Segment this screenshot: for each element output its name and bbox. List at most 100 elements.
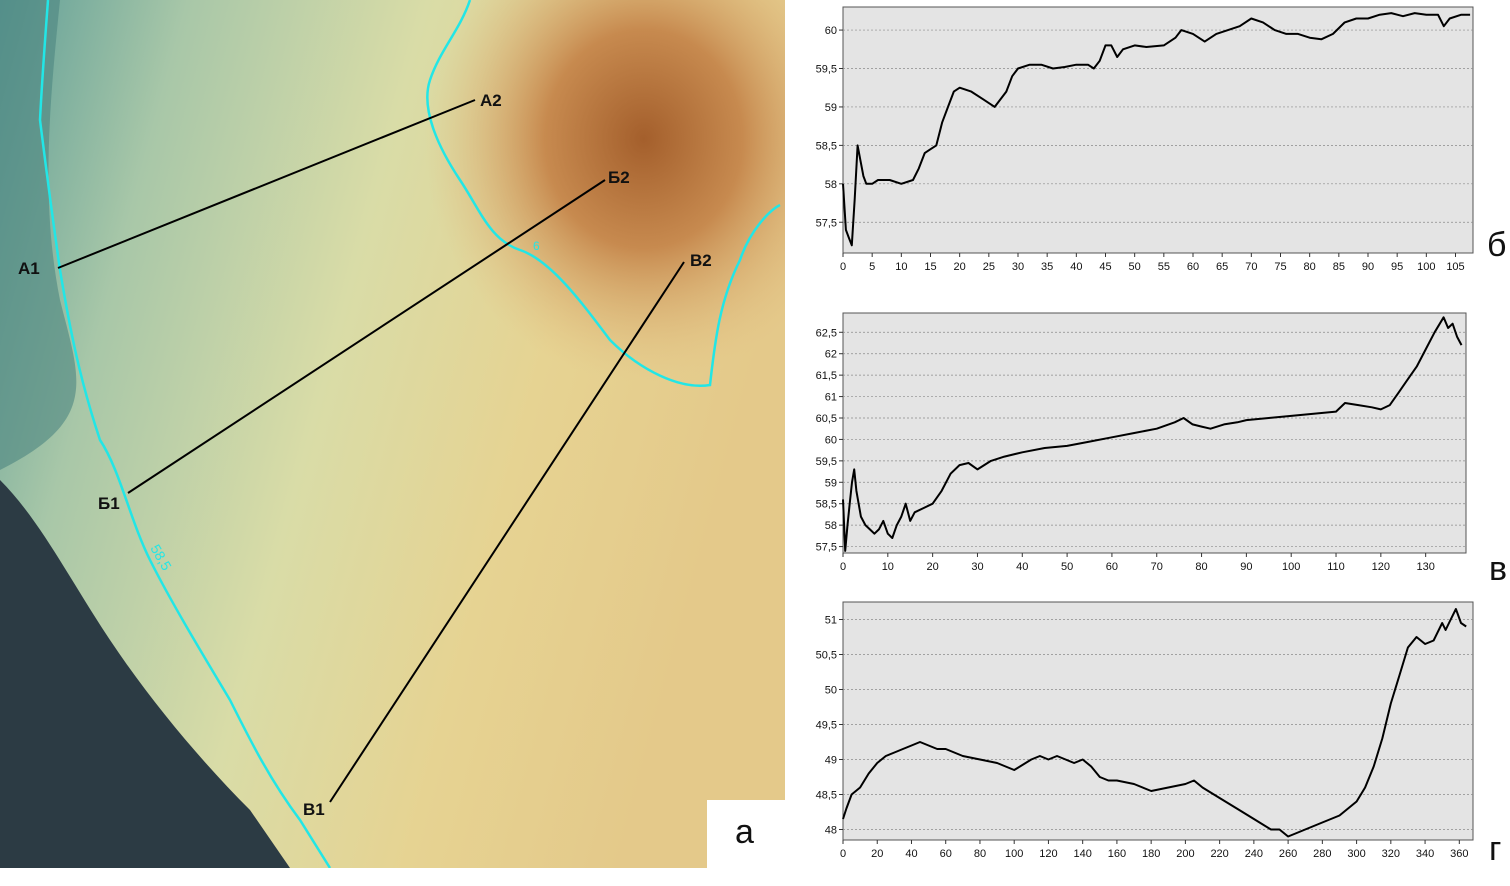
chart-1-xtick-label: 130 (1416, 561, 1434, 573)
label-a2: А2 (480, 91, 502, 110)
chart-1-xtick-label: 70 (1151, 561, 1163, 573)
chart-0-xtick-label: 0 (840, 261, 846, 273)
chart-0-xtick-label: 100 (1417, 261, 1435, 273)
chart-0-series-line (842, 12, 1471, 247)
chart-2-xtick-label: 0 (840, 848, 846, 860)
chart-2-ytick-label: 51 (825, 615, 837, 627)
panel-letter-v: в (1489, 550, 1508, 588)
chart-2-ytick-label: 48 (825, 825, 837, 837)
chart-0-xtick-label: 40 (1070, 261, 1082, 273)
chart-0-xtick-label: 70 (1245, 261, 1257, 273)
chart-1-ytick-label: 60 (825, 434, 837, 446)
chart-0-ytick-label: 58 (825, 179, 837, 191)
chart-2-xtick-label: 280 (1313, 848, 1331, 860)
chart-0-xtick-label: 30 (1012, 261, 1024, 273)
profile-line-a (57, 99, 476, 269)
chart-2-xtick-label: 320 (1382, 848, 1400, 860)
chart-2-ytick-label: 50,5 (816, 650, 837, 662)
relief-map: 58,5 6 А1 А2 Б1 Б2 В1 В2 (0, 0, 785, 868)
chart-0-xtick-label: 45 (1099, 261, 1111, 273)
chart-2-ytick-label: 49,5 (816, 720, 837, 732)
chart-2-xtick-label: 80 (974, 848, 986, 860)
chart-0-ytick-label: 59 (825, 102, 837, 114)
chart-1-ytick-label: 61 (825, 392, 837, 404)
chart-1-ytick-label: 61,5 (816, 370, 837, 382)
chart-2-xtick-label: 100 (1005, 848, 1023, 860)
chart-1-ytick-label: 59,5 (816, 456, 837, 468)
chart-0-xtick-label: 80 (1304, 261, 1316, 273)
label-v1: В1 (303, 800, 325, 819)
chart-0-xtick-label: 95 (1391, 261, 1403, 273)
chart-0-xtick-label: 105 (1446, 261, 1464, 273)
label-a1: А1 (18, 259, 40, 278)
chart-0-ytick-label: 59,5 (816, 64, 837, 76)
chart-2-xtick-label: 20 (871, 848, 883, 860)
label-v2: В2 (690, 251, 712, 270)
chart-2-xtick-label: 220 (1210, 848, 1228, 860)
contour-label-small: 6 (533, 239, 540, 253)
chart-0-plot-area (842, 6, 1474, 254)
chart-2-ytick-label: 49 (825, 755, 837, 767)
chart-2-plot-area (842, 601, 1474, 841)
chart-2-xtick-label: 40 (905, 848, 917, 860)
sea-area (0, 480, 290, 868)
chart-0-xtick-label: 55 (1158, 261, 1170, 273)
chart-1-ytick-label: 58,5 (816, 499, 837, 511)
chart-1-xtick-label: 60 (1106, 561, 1118, 573)
chart-2-xtick-label: 200 (1176, 848, 1194, 860)
contour-58-5 (38, 0, 332, 868)
profile-line-v (329, 261, 685, 803)
profile-line-b (127, 179, 606, 494)
chart-0-xtick-label: 50 (1129, 261, 1141, 273)
chart-2-xtick-label: 340 (1416, 848, 1434, 860)
chart-1-series-line (842, 316, 1463, 552)
chart-1-xtick-label: 20 (927, 561, 939, 573)
chart-0-xtick-label: 20 (954, 261, 966, 273)
chart-2-xtick-label: 60 (940, 848, 952, 860)
chart-2-ytick-label: 48,5 (816, 790, 837, 802)
chart-1-ytick-label: 59 (825, 477, 837, 489)
chart-2-xtick-label: 300 (1347, 848, 1365, 860)
chart-0-ytick-label: 57,5 (816, 217, 837, 229)
chart-1-xtick-label: 110 (1327, 561, 1345, 573)
panel-letter-a: а (735, 813, 754, 851)
chart-1-ytick-label: 62,5 (816, 327, 837, 339)
chart-2-xtick-label: 180 (1142, 848, 1160, 860)
chart-1-ytick-label: 62 (825, 349, 837, 361)
chart-0-xtick-label: 10 (895, 261, 907, 273)
chart-1-xtick-label: 0 (840, 561, 846, 573)
chart-0-ytick-label: 60 (825, 25, 837, 37)
chart-1-ytick-label: 58 (825, 520, 837, 532)
chart-1-xtick-label: 10 (882, 561, 894, 573)
chart-1-xtick-label: 50 (1061, 561, 1073, 573)
chart-0-xtick-label: 65 (1216, 261, 1228, 273)
panel-letter-b: б (1487, 226, 1507, 264)
chart-1-xtick-label: 80 (1195, 561, 1207, 573)
chart-2-xtick-label: 160 (1108, 848, 1126, 860)
panel-letter-g: г (1489, 830, 1502, 868)
chart-0-ytick-label: 58,5 (816, 140, 837, 152)
chart-0-xtick-label: 85 (1333, 261, 1345, 273)
chart-2-xtick-label: 120 (1039, 848, 1057, 860)
chart-0-xtick-label: 35 (1041, 261, 1053, 273)
label-b1: Б1 (98, 494, 120, 513)
chart-1-ytick-label: 57,5 (816, 542, 837, 554)
chart-1-xtick-label: 100 (1282, 561, 1300, 573)
chart-0-xtick-label: 5 (869, 261, 875, 273)
chart-0-xtick-label: 60 (1187, 261, 1199, 273)
chart-0-xtick-label: 25 (983, 261, 995, 273)
chart-1-xtick-label: 40 (1016, 561, 1028, 573)
chart-1-plot-area (842, 312, 1467, 554)
chart-0-xtick-label: 90 (1362, 261, 1374, 273)
chart-0-xtick-label: 15 (924, 261, 936, 273)
chart-2-xtick-label: 140 (1073, 848, 1091, 860)
chart-1-xtick-label: 120 (1372, 561, 1390, 573)
contour-upper (426, 0, 781, 388)
chart-2-series-line (842, 608, 1467, 838)
chart-1-xtick-label: 30 (971, 561, 983, 573)
chart-1-ytick-label: 60,5 (816, 413, 837, 425)
chart-2-xtick-label: 240 (1245, 848, 1263, 860)
chart-2-ytick-label: 50 (825, 685, 837, 697)
chart-2-xtick-label: 360 (1450, 848, 1468, 860)
